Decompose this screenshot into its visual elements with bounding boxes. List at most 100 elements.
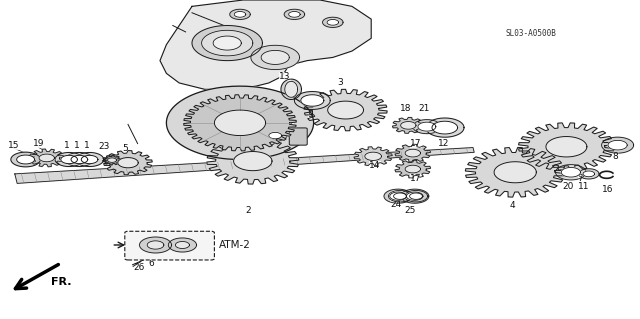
Polygon shape [81, 155, 98, 164]
Polygon shape [61, 155, 77, 164]
Text: 8: 8 [613, 152, 618, 161]
Polygon shape [546, 137, 587, 157]
Text: 12: 12 [438, 139, 449, 148]
Polygon shape [465, 147, 565, 197]
Polygon shape [401, 189, 429, 203]
Polygon shape [207, 138, 299, 184]
Text: 17: 17 [410, 174, 422, 183]
Polygon shape [410, 193, 422, 199]
Polygon shape [160, 0, 371, 89]
Polygon shape [76, 152, 104, 167]
Polygon shape [301, 95, 324, 106]
Polygon shape [394, 193, 406, 199]
Polygon shape [102, 155, 122, 165]
Polygon shape [608, 140, 627, 150]
Polygon shape [327, 19, 339, 25]
Text: 11: 11 [578, 182, 589, 191]
Polygon shape [405, 165, 420, 173]
Text: 24: 24 [390, 200, 401, 209]
Polygon shape [234, 152, 272, 171]
Polygon shape [17, 155, 35, 164]
Text: 22: 22 [282, 120, 294, 129]
Text: 1: 1 [74, 141, 79, 150]
Text: 1: 1 [84, 141, 90, 150]
Polygon shape [294, 92, 330, 109]
Polygon shape [432, 121, 458, 134]
Text: 20: 20 [563, 182, 574, 191]
Polygon shape [392, 117, 424, 133]
FancyBboxPatch shape [125, 231, 214, 260]
Polygon shape [365, 152, 381, 160]
Polygon shape [401, 122, 416, 129]
Polygon shape [384, 189, 412, 203]
Polygon shape [494, 162, 536, 183]
Text: 25: 25 [404, 206, 415, 215]
Polygon shape [579, 169, 599, 179]
Polygon shape [55, 152, 83, 167]
Text: 18: 18 [400, 104, 412, 113]
Text: 1: 1 [64, 141, 69, 150]
Polygon shape [388, 190, 412, 202]
Polygon shape [147, 241, 164, 249]
Text: 23: 23 [98, 142, 109, 151]
Polygon shape [166, 86, 314, 160]
Polygon shape [323, 17, 343, 27]
Polygon shape [184, 95, 296, 151]
Polygon shape [405, 149, 420, 157]
Polygon shape [395, 160, 431, 178]
Polygon shape [213, 36, 241, 50]
Polygon shape [168, 238, 196, 252]
Polygon shape [406, 192, 423, 200]
Polygon shape [285, 81, 298, 97]
Text: 14: 14 [369, 161, 381, 170]
Polygon shape [289, 11, 300, 17]
Polygon shape [104, 151, 152, 175]
Polygon shape [269, 132, 282, 139]
Text: 4: 4 [509, 201, 515, 210]
Text: 15: 15 [8, 141, 20, 150]
Polygon shape [202, 30, 253, 56]
Text: 17: 17 [410, 139, 422, 148]
Text: FR.: FR. [51, 277, 72, 287]
Polygon shape [108, 158, 116, 162]
Polygon shape [390, 192, 406, 200]
Polygon shape [281, 79, 301, 100]
Polygon shape [140, 237, 172, 253]
Polygon shape [251, 45, 300, 70]
Text: 19: 19 [33, 139, 44, 148]
Polygon shape [418, 122, 436, 131]
Polygon shape [264, 130, 287, 141]
Text: 16: 16 [602, 185, 614, 194]
Polygon shape [602, 137, 634, 153]
Text: 21: 21 [418, 104, 429, 113]
Polygon shape [261, 50, 289, 64]
Text: SL03-A0500B: SL03-A0500B [506, 29, 556, 38]
Polygon shape [354, 147, 392, 166]
Text: 26: 26 [134, 263, 145, 272]
Text: 7: 7 [578, 174, 583, 183]
Polygon shape [284, 9, 305, 19]
Polygon shape [39, 154, 54, 162]
Text: 6: 6 [148, 259, 154, 268]
Polygon shape [395, 144, 431, 162]
Polygon shape [214, 110, 266, 136]
Text: 2: 2 [246, 206, 251, 215]
Text: 9: 9 [308, 110, 313, 119]
Text: 3: 3 [338, 78, 343, 87]
Polygon shape [328, 101, 364, 119]
Text: 10: 10 [263, 126, 275, 135]
Polygon shape [561, 167, 580, 177]
Polygon shape [583, 171, 595, 177]
Polygon shape [556, 165, 586, 180]
Polygon shape [404, 190, 428, 202]
Text: ATM-2: ATM-2 [219, 240, 251, 250]
Polygon shape [234, 11, 246, 17]
Polygon shape [65, 152, 93, 167]
Polygon shape [11, 152, 40, 167]
Polygon shape [426, 118, 464, 137]
Polygon shape [413, 120, 441, 134]
Polygon shape [304, 89, 387, 131]
FancyBboxPatch shape [289, 128, 307, 145]
Text: 5: 5 [123, 144, 128, 153]
Polygon shape [29, 149, 65, 167]
